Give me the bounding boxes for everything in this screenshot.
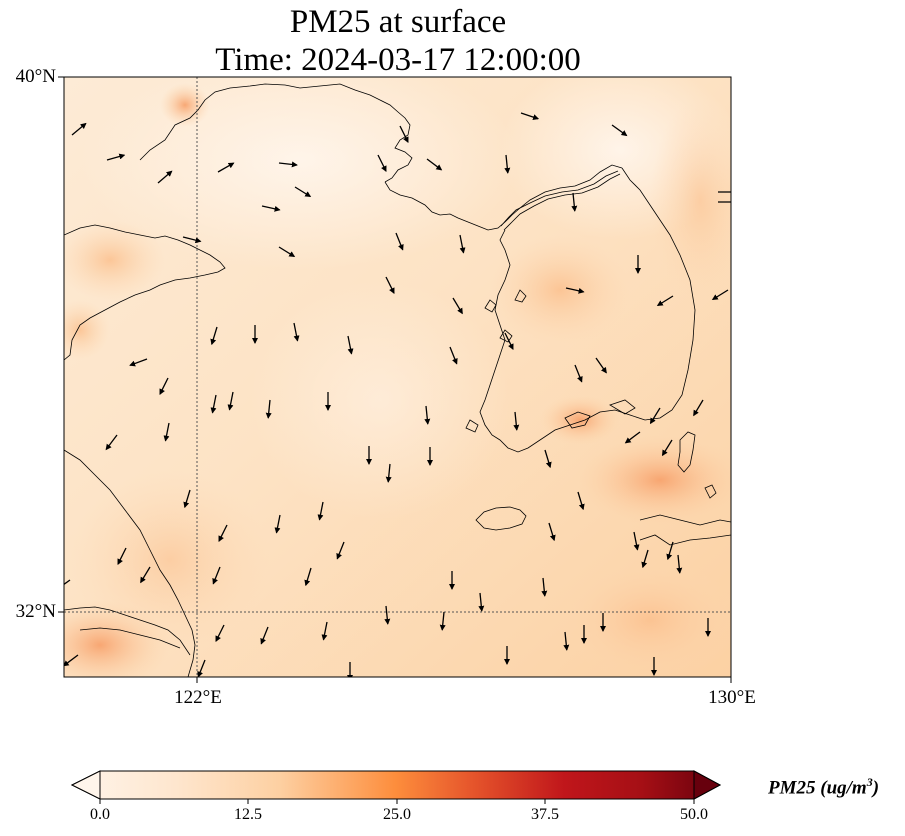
wind-arrow: [504, 332, 514, 350]
wind-arrow: [676, 554, 683, 574]
wind-arrow: [64, 654, 79, 667]
wind-arrow: [595, 357, 607, 374]
lon-label-130E: 130°E: [708, 687, 756, 708]
wind-arrow: [656, 295, 674, 307]
wind-arrow: [227, 391, 234, 411]
wind-arrow: [197, 659, 206, 677]
wind-arrow: [565, 287, 585, 294]
wind-arrow: [261, 205, 281, 212]
wind-arrow: [577, 491, 585, 511]
wind-arrow: [210, 394, 217, 414]
wind-arrow: [504, 154, 511, 174]
wind-arrow: [140, 566, 151, 584]
wind-arrow: [106, 153, 126, 161]
wind-arrow: [336, 541, 345, 560]
wind-arrow: [210, 326, 218, 346]
wind-arrow: [452, 297, 463, 315]
wind-arrow: [265, 399, 272, 419]
wind-arrow: [317, 501, 324, 521]
wind-arrow: [571, 192, 578, 212]
wind-arrow: [711, 289, 729, 301]
wind-arrow: [157, 170, 173, 184]
lat-label-40N: 40°N: [15, 66, 56, 87]
wind-arrow: [513, 411, 520, 431]
wind-arrow: [304, 567, 312, 587]
wind-arrow: [459, 234, 466, 254]
wind-arrow: [649, 407, 661, 425]
wind-arrow: [548, 522, 556, 542]
colorbar-label: PM25 (ug/m3): [768, 775, 880, 799]
wind-arrow: [105, 434, 118, 451]
wind-arrow: [385, 276, 395, 294]
wind-arrow: [520, 112, 540, 120]
wind-arrow: [439, 611, 446, 631]
wind-arrow: [129, 358, 148, 367]
wind-arrow: [117, 547, 127, 565]
wind-arrow: [294, 186, 312, 198]
wind-arrow: [64, 579, 71, 586]
wind-arrow: [563, 631, 570, 651]
wind-arrow: [321, 621, 328, 641]
wind-arrow: [182, 236, 202, 244]
wind-arrow: [641, 549, 649, 569]
wind-arrow: [159, 377, 169, 395]
wind-arrow: [574, 364, 583, 383]
colorbar-tick-0: 0.0: [90, 806, 110, 823]
wind-arrow: [260, 626, 269, 645]
wind-arrow: [544, 449, 552, 469]
wind-arrow: [395, 232, 404, 251]
wind-arrow: [424, 405, 431, 425]
wind-arrow: [633, 531, 640, 551]
wind-arrow: [215, 624, 225, 642]
wind-arrow: [385, 463, 392, 483]
wind-arrow: [541, 577, 548, 597]
wind-arrow: [377, 154, 387, 172]
wind-arrow: [399, 125, 409, 143]
wind-arrow: [71, 122, 87, 136]
wind-arrow: [218, 524, 228, 542]
wind-arrow: [278, 161, 298, 168]
wind-arrow: [183, 489, 191, 509]
wind-arrow: [347, 335, 354, 355]
wind-arrow: [666, 541, 674, 561]
wind-arrow: [293, 322, 300, 342]
wind-arrow: [217, 162, 235, 173]
lat-label-32N: 32°N: [15, 601, 56, 622]
wind-arrow: [278, 246, 296, 258]
wind-vectors: [64, 112, 731, 677]
map-frame: [63, 76, 732, 678]
wind-arrow: [426, 158, 443, 171]
wind-arrow: [163, 422, 170, 442]
map-title: PM25 at surface: [289, 4, 507, 40]
colorbar: [70, 770, 722, 804]
colorbar-tick-3: 37.5: [531, 806, 559, 823]
coastlines: [64, 83, 731, 677]
wind-arrow: [478, 592, 485, 612]
wind-arrow: [661, 439, 673, 457]
wind-arrow: [624, 431, 641, 444]
colorbar-tick-4: 50.0: [680, 806, 708, 823]
wind-arrow: [384, 605, 391, 625]
wind-arrow: [274, 514, 281, 534]
colorbar-tick-1: 12.5: [234, 806, 262, 823]
wind-arrow: [212, 566, 221, 585]
lon-label-122E: 122°E: [174, 687, 222, 708]
wind-arrow: [693, 399, 704, 417]
wind-arrow: [449, 346, 458, 365]
map-subtitle-time: Time: 2024-03-17 12:00:00: [215, 42, 581, 78]
wind-arrow: [611, 124, 628, 137]
colorbar-tick-2: 25.0: [383, 806, 411, 823]
